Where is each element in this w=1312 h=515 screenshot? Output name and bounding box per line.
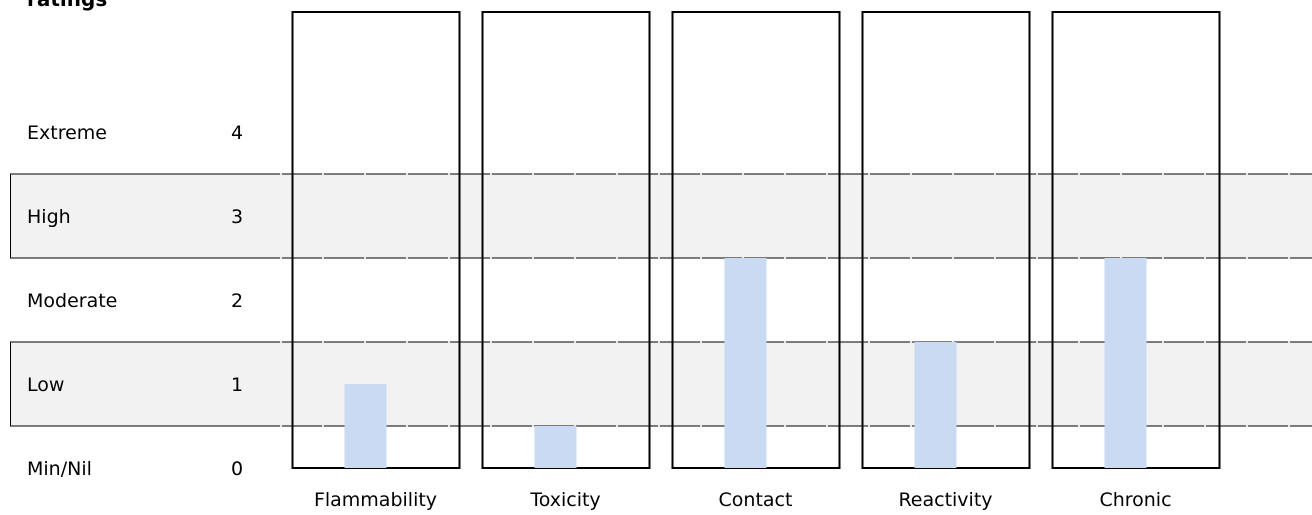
y-level-label: Extreme [27,122,107,144]
y-tick-label: 2 [231,290,243,312]
bar-contact [725,258,767,468]
y-tick-label: 1 [231,374,243,396]
bar-reactivity [915,342,957,468]
x-tick-label: Reactivity [898,489,992,511]
y-level-label: High [27,206,71,228]
x-tick-label: Chronic [1099,489,1171,511]
y-tick-label: 0 [231,458,243,480]
band-high [11,174,1312,258]
x-tick-label: Contact [719,489,793,511]
y-level-label: Low [27,374,64,396]
y-level-label: Moderate [27,290,117,312]
y-tick-label: 4 [231,122,243,144]
bar-flammability [345,384,387,468]
x-tick-label: Toxicity [529,489,600,511]
bar-chronic [1105,258,1147,468]
bar-toxicity [535,426,577,468]
y-tick-label: 3 [231,206,243,228]
x-tick-label: Flammability [314,489,437,511]
y-level-label: Min/Nil [27,458,92,480]
chart-title: ratings [27,0,107,11]
